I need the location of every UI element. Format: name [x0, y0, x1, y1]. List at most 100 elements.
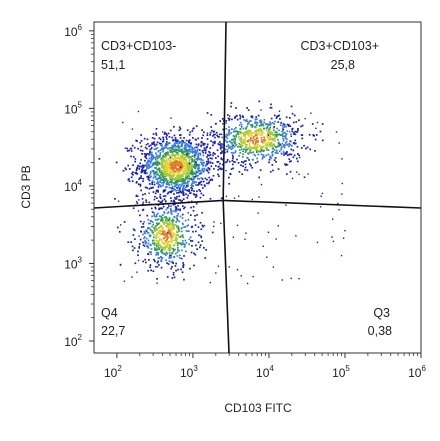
- event-dot: [185, 159, 188, 162]
- event-dot: [286, 164, 289, 166]
- event-dot: [241, 138, 244, 141]
- event-dot: [174, 208, 177, 211]
- event-dot: [280, 148, 283, 151]
- event-dot: [165, 154, 168, 156]
- event-dot: [190, 226, 193, 229]
- event-dot: [172, 182, 175, 184]
- event-dot: [188, 243, 190, 246]
- x-tick-label-4: 106: [408, 364, 426, 380]
- event-dot: [191, 245, 193, 247]
- event-dot: [212, 174, 215, 177]
- event-dot: [154, 206, 157, 209]
- event-dot: [271, 137, 273, 140]
- event-dot: [242, 116, 244, 118]
- event-dot: [185, 150, 187, 153]
- event-dot: [128, 180, 131, 183]
- event-dot: [235, 126, 237, 129]
- event-dot: [274, 136, 276, 139]
- event-dot: [187, 194, 189, 197]
- event-dot: [200, 144, 203, 147]
- event-dot: [169, 151, 172, 153]
- event-dot: [292, 142, 295, 145]
- event-dot: [208, 181, 210, 183]
- event-dot: [154, 167, 156, 169]
- event-dot: [181, 168, 184, 170]
- event-dot: [165, 183, 168, 186]
- event-dot: [190, 178, 193, 181]
- event-dot: [252, 137, 255, 139]
- event-dot: [161, 175, 164, 178]
- quadrant-label-top-left-name: CD3+CD103-: [101, 39, 176, 53]
- event-dot: [160, 224, 163, 227]
- event-dot: [139, 165, 141, 168]
- event-dot: [177, 181, 179, 183]
- event-dot: [173, 174, 176, 176]
- event-dot: [168, 163, 171, 165]
- event-dot: [193, 182, 196, 184]
- event-dot: [159, 246, 161, 249]
- event-dot: [177, 212, 179, 215]
- event-dot: [191, 164, 193, 166]
- event-dot: [135, 171, 138, 174]
- event-dot: [161, 145, 163, 147]
- event-dot: [155, 227, 157, 229]
- event-dot: [213, 221, 215, 223]
- event-dot: [247, 123, 249, 125]
- event-dot: [186, 153, 188, 155]
- event-dot: [200, 192, 203, 195]
- event-dot: [267, 134, 270, 136]
- event-dot: [217, 161, 219, 163]
- event-dot: [231, 139, 233, 141]
- event-dot: [173, 276, 176, 279]
- event-dot: [244, 133, 246, 135]
- event-dot: [164, 142, 167, 145]
- event-dot: [251, 198, 253, 201]
- event-dot: [269, 126, 271, 129]
- event-dot: [244, 166, 247, 169]
- event-dot: [267, 124, 270, 126]
- event-dot: [137, 210, 140, 212]
- event-dot: [160, 258, 163, 261]
- event-dot: [145, 241, 148, 243]
- event-dot: [312, 134, 314, 136]
- event-dot: [172, 167, 175, 169]
- event-dot: [257, 143, 259, 146]
- event-dot: [173, 163, 176, 165]
- event-dot: [168, 240, 171, 243]
- event-dot: [186, 171, 188, 174]
- event-dot: [174, 239, 177, 241]
- event-dot: [153, 214, 155, 217]
- event-dot: [229, 140, 231, 143]
- event-dot: [246, 143, 248, 146]
- event-dot: [153, 242, 156, 244]
- event-dot: [142, 169, 144, 172]
- event-dot: [228, 130, 231, 133]
- event-dot: [257, 114, 260, 117]
- event-dot: [263, 139, 265, 141]
- event-dot: [199, 244, 202, 246]
- event-dot: [175, 226, 178, 228]
- event-dot: [171, 223, 174, 225]
- event-dot: [282, 135, 284, 138]
- event-dot: [177, 227, 179, 230]
- event-dot: [294, 143, 296, 145]
- event-dot: [162, 184, 164, 186]
- event-dot: [159, 185, 162, 188]
- event-dot: [175, 184, 177, 187]
- event-dot: [159, 162, 161, 165]
- event-dot: [167, 232, 170, 234]
- event-dot: [141, 167, 144, 169]
- event-dot: [170, 238, 173, 241]
- event-dot: [229, 147, 231, 149]
- event-dot: [206, 132, 209, 134]
- event-dot: [332, 240, 335, 243]
- event-dot: [149, 172, 152, 175]
- event-dot: [263, 121, 265, 124]
- event-dot: [169, 155, 172, 158]
- event-dot: [156, 155, 159, 158]
- event-dot: [248, 135, 250, 137]
- event-dot: [288, 142, 290, 145]
- quadrant-label-top-left-value: 51,1: [101, 58, 125, 72]
- event-dot: [157, 164, 159, 166]
- event-dot: [182, 243, 185, 245]
